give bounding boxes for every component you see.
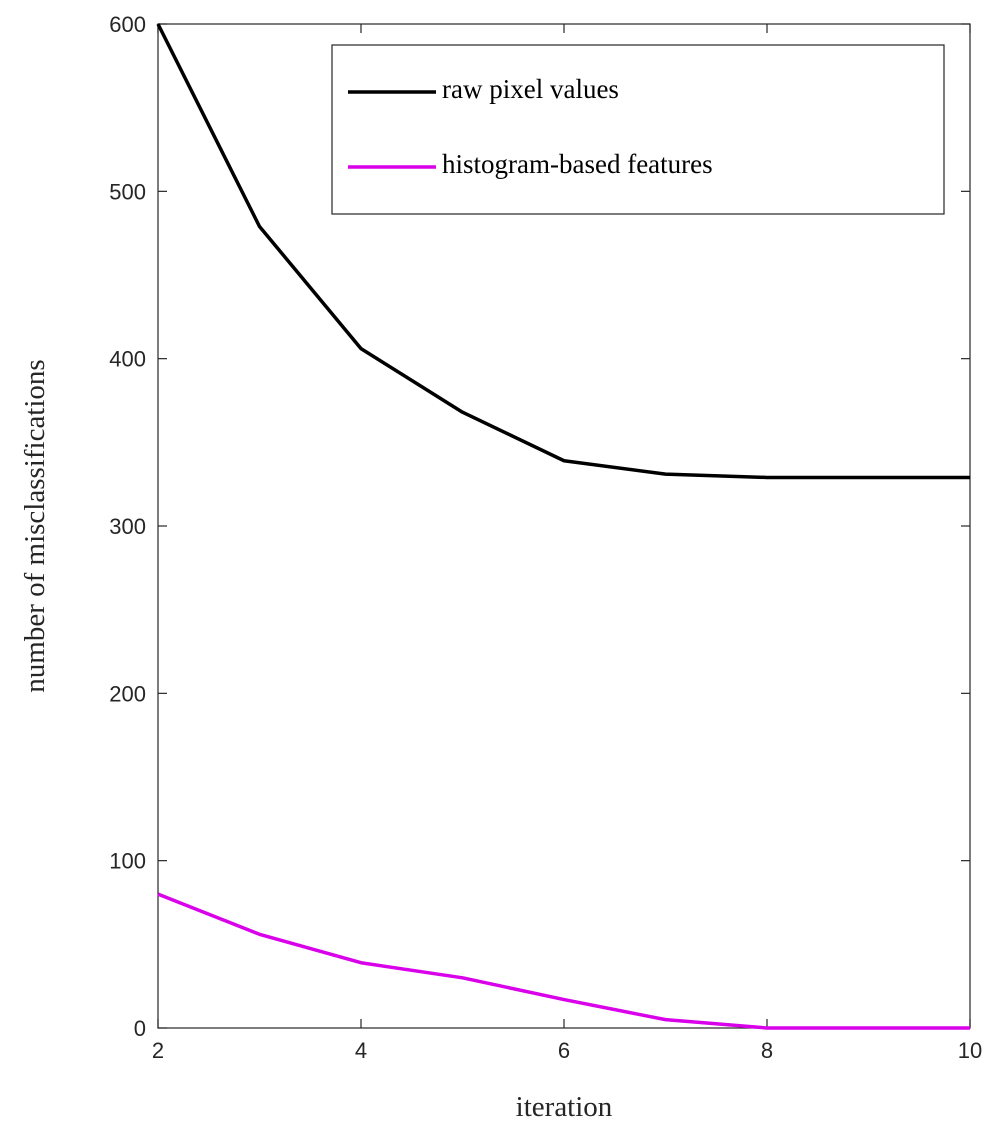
data-line — [156, 23, 970, 480]
x-tick-label: 10 — [958, 1038, 982, 1063]
y-tick-label: 600 — [109, 12, 146, 37]
data-line — [157, 892, 970, 1030]
x-tick-label: 4 — [355, 1038, 367, 1063]
y-tick-label: 100 — [109, 849, 146, 874]
x-axis-label: iteration — [516, 1091, 613, 1123]
y-tick-label: 500 — [109, 179, 146, 204]
y-tick-label: 0 — [134, 1016, 146, 1041]
x-tick-label: 8 — [761, 1038, 773, 1063]
x-tick-label: 2 — [152, 1038, 164, 1063]
y-tick-label: 300 — [109, 514, 146, 539]
legend-label: histogram-based features — [442, 149, 713, 179]
y-tick-label: 400 — [109, 347, 146, 372]
legend-label: raw pixel values — [442, 74, 619, 104]
x-tick-label: 6 — [558, 1038, 570, 1063]
y-tick-label: 200 — [109, 681, 146, 706]
y-axis-label: number of misclassifications — [19, 359, 51, 692]
legend-box — [331, 44, 945, 215]
